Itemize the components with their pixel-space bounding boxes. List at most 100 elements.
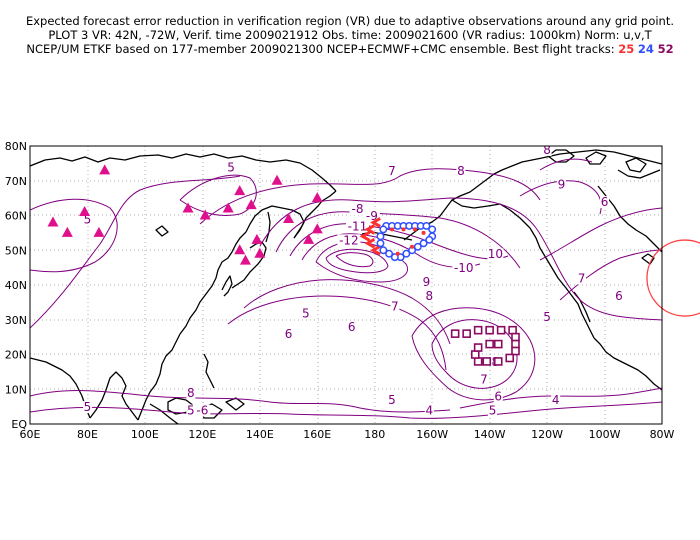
track-52-marker	[482, 357, 492, 366]
title-line-2: PLOT 3 VR: 42N, -72W, Verif. time 200902…	[48, 28, 652, 42]
contour-label-bg	[614, 289, 624, 302]
observation-triangle	[254, 247, 266, 258]
lon-tick-label: 120E	[188, 428, 216, 441]
observation-triangle	[234, 185, 246, 196]
contour-label: 7	[391, 299, 399, 313]
track-24-marker	[379, 246, 388, 255]
contour-label: 6	[348, 320, 356, 334]
track-25-marker	[364, 224, 376, 235]
verification-region	[646, 239, 700, 317]
contour-label: -9	[366, 209, 378, 223]
contour-label-bg	[363, 209, 380, 222]
observation-triangle	[251, 233, 263, 244]
contour-label: 5	[302, 306, 310, 320]
track-52-marker	[473, 325, 483, 335]
observation-triangle	[182, 202, 194, 213]
track-24-marker	[422, 221, 431, 230]
contour-label-bg	[186, 387, 196, 400]
contour-label: -10	[454, 261, 474, 275]
contour-label-bg	[347, 321, 357, 334]
track-52-marker	[505, 353, 515, 363]
observation-triangle	[311, 192, 323, 203]
contour-label: 5	[489, 404, 497, 418]
lat-tick-label: 60N	[5, 210, 27, 223]
track-24-marker	[413, 242, 422, 251]
track-52-marker	[511, 332, 520, 342]
contour-label-bg	[452, 262, 476, 275]
contour-label: 4	[552, 393, 560, 407]
lon-tick-label: 100W	[589, 428, 621, 441]
contour-label-bg	[390, 300, 400, 313]
track-25-dot	[389, 227, 394, 232]
track-24-marker	[376, 232, 385, 241]
contour-label: 8	[543, 143, 551, 157]
track-52-marker	[485, 339, 494, 349]
track-52-marker	[470, 350, 480, 359]
track-24-marker	[379, 225, 388, 234]
contour-label-bg	[479, 373, 489, 386]
observation-triangle	[99, 164, 111, 175]
track-52-marker	[511, 339, 520, 349]
lon-tick-label: 160W	[416, 428, 448, 441]
track-25-marker	[370, 244, 381, 256]
contour-label-bg	[493, 390, 503, 403]
map-grid	[30, 146, 662, 424]
contour-label-bg	[542, 146, 552, 156]
lon-tick-label: 140E	[246, 428, 274, 441]
contour-label-bg	[600, 196, 610, 209]
lon-tick-label: 80E	[77, 428, 98, 441]
contour-label-bg	[556, 178, 566, 191]
title-line-3-text: NCEP/UM ETKF based on 177-member 2009021…	[26, 42, 615, 56]
contour-label: 6	[601, 195, 609, 209]
contour-label-bg	[488, 404, 498, 417]
track-52-marker	[473, 357, 483, 366]
contour-label-bg	[226, 161, 236, 174]
observation-triangles	[47, 164, 323, 265]
track-25-marker	[370, 217, 381, 228]
contour-label: -6	[196, 404, 208, 418]
observation-triangle	[47, 216, 59, 227]
contour-label-bg	[456, 164, 466, 177]
track-52-marker	[462, 329, 471, 338]
contour-label-bg	[387, 164, 397, 177]
observation-triangle	[79, 206, 91, 217]
lat-tick-label: 70N	[5, 175, 27, 188]
track-25-label: 25	[618, 42, 635, 56]
contour-label: 5	[84, 212, 92, 226]
observation-triangle	[239, 254, 251, 265]
lon-tick-label: 160E	[303, 428, 331, 441]
lat-tick-label: 10N	[5, 383, 27, 396]
track-24-marker	[428, 225, 437, 234]
contour-label-bg	[82, 213, 92, 226]
lon-tick-label: 180	[364, 428, 385, 441]
track-24-marker	[402, 249, 411, 258]
contour-lines	[30, 158, 662, 419]
flight-tracks	[359, 217, 520, 366]
contour-label-bg	[577, 272, 587, 285]
contour-label: 9	[423, 275, 431, 289]
contour-label-bg	[424, 289, 434, 302]
observation-triangle	[93, 226, 105, 237]
track-25-dot	[421, 230, 426, 235]
contour-label-bg	[542, 310, 552, 323]
track-24-marker	[376, 239, 385, 248]
lon-tick-label: 80W	[650, 428, 675, 441]
track-52-marker	[511, 346, 520, 356]
longitude-tick-labels: 60E 80E 100E 120E 140E 160E 180 160W 140W 120W 100…	[20, 428, 675, 441]
contour-label-bg	[345, 220, 369, 233]
contour-label: 5	[187, 404, 195, 418]
lat-tick-label: 20N	[5, 349, 27, 362]
contour-label: 5	[84, 400, 92, 414]
contour-label-bg	[424, 404, 434, 417]
lat-tick-label: 80N	[5, 140, 27, 153]
lon-tick-label: 140W	[474, 428, 506, 441]
observation-triangle	[61, 226, 73, 237]
track-52-label: 52	[657, 42, 674, 56]
contour-label-bg	[337, 234, 361, 247]
contour-label-bg	[551, 394, 561, 407]
contour-label-bg	[487, 248, 504, 261]
title-line-1: Expected forecast error reduction in ver…	[25, 14, 675, 28]
track-52-marker	[508, 325, 517, 335]
title-line-3: NCEP/UM ETKF based on 177-member 2009021…	[0, 42, 700, 56]
